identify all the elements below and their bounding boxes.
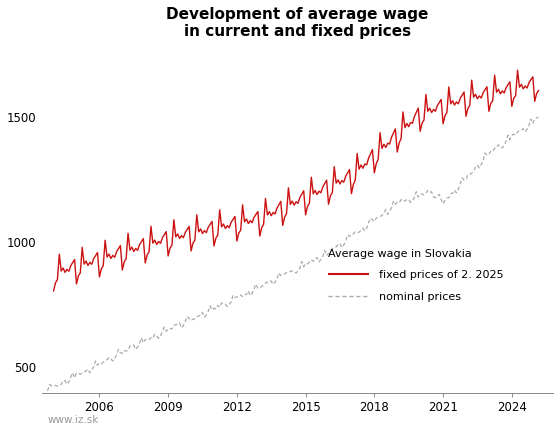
Title: Development of average wage
in current and fixed prices: Development of average wage in current a… bbox=[166, 7, 429, 39]
Text: Average wage in Slovakia: Average wage in Slovakia bbox=[328, 248, 472, 258]
Text: fixed prices of 2. 2025: fixed prices of 2. 2025 bbox=[379, 269, 504, 279]
Text: nominal prices: nominal prices bbox=[379, 292, 461, 301]
Text: www.iz.sk: www.iz.sk bbox=[47, 414, 99, 424]
